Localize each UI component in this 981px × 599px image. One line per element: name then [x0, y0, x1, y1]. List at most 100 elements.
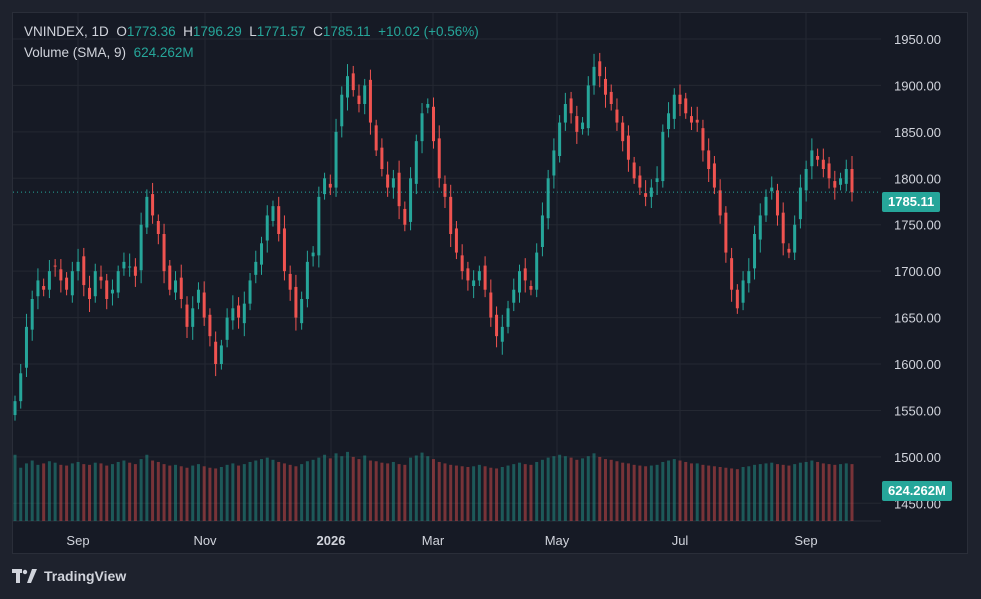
candlestick-chart[interactable]: 1450.001500.001550.001600.001650.001700.…	[13, 13, 969, 555]
candle-body	[535, 252, 539, 290]
close-value: 1785.11	[322, 24, 371, 39]
volume-bar	[328, 458, 332, 521]
candle-body	[684, 98, 688, 114]
candle-body	[174, 280, 178, 293]
volume-bar	[741, 467, 745, 521]
volume-bar	[19, 467, 23, 521]
volume-bar	[380, 462, 384, 521]
candle-body	[839, 178, 843, 185]
interval-label: 1D	[91, 24, 109, 39]
candle-body	[850, 169, 854, 193]
tradingview-logo[interactable]: TradingView	[12, 568, 126, 584]
x-tick-label: Sep	[66, 533, 89, 548]
candle-body	[156, 221, 160, 235]
volume-bar	[317, 457, 321, 521]
candle-body	[844, 169, 848, 184]
candle-body	[454, 228, 458, 253]
y-tick-label: 1600.00	[894, 357, 941, 372]
candle-body	[288, 273, 292, 290]
volume-bar	[437, 461, 441, 521]
volume-bar	[529, 464, 533, 521]
volume-bar	[351, 456, 355, 521]
volume-bar	[294, 466, 298, 521]
candle-body	[225, 317, 229, 340]
candle-body	[403, 208, 407, 225]
candle-body	[391, 178, 395, 188]
volume-bar	[30, 460, 34, 521]
volume-bar	[735, 469, 739, 521]
candle-body	[208, 314, 212, 337]
candle-body	[523, 268, 527, 281]
candle-body	[334, 131, 338, 188]
volume-bar	[443, 463, 447, 521]
volume-sma-value: 624.262M	[133, 45, 194, 60]
volume-bar	[644, 466, 648, 521]
volume-bar	[546, 457, 550, 521]
last-price-badge: 1785.11	[882, 192, 941, 212]
volume-bar	[133, 464, 137, 521]
x-tick-label: Nov	[193, 533, 217, 548]
volume-bar	[214, 468, 218, 521]
candle-body	[816, 156, 820, 160]
candle-body	[712, 163, 716, 188]
x-tick-label: May	[545, 533, 570, 548]
volume-bar	[753, 464, 757, 521]
candle-body	[432, 106, 435, 142]
candle-body	[540, 215, 544, 248]
volume-bar	[248, 461, 252, 521]
volume-bar	[237, 465, 241, 521]
candle-body	[563, 104, 567, 123]
volume-bar	[667, 460, 671, 521]
candle-body	[649, 187, 653, 197]
open-label: O	[116, 24, 127, 39]
candle-body	[128, 266, 132, 268]
candle-body	[214, 341, 218, 365]
volume-bar	[477, 464, 481, 521]
candle-body	[466, 268, 470, 281]
ohlc-legend: VNINDEX, 1D O1773.36 H1796.29 L1771.57 C…	[24, 24, 479, 39]
candle-body	[88, 287, 92, 300]
candle-body	[512, 289, 516, 303]
volume-bar	[242, 464, 246, 521]
volume-bar	[70, 463, 74, 521]
volume-bar	[93, 462, 97, 521]
candle-body	[139, 224, 143, 271]
volume-bar	[13, 454, 17, 521]
candle-body	[13, 401, 17, 416]
volume-bar	[718, 467, 722, 521]
candle-body	[730, 258, 734, 290]
volume-bar	[386, 463, 390, 521]
volume-bar	[672, 459, 676, 521]
candle-body	[644, 193, 648, 197]
candle-body	[581, 122, 585, 130]
volume-bar	[271, 459, 275, 521]
candle-body	[265, 215, 269, 241]
candle-body	[409, 178, 413, 222]
candle-body	[397, 172, 401, 207]
volume-bar	[368, 460, 372, 521]
candle-body	[368, 79, 372, 123]
volume-bar	[466, 467, 470, 521]
volume-bar	[191, 465, 195, 521]
candle-body	[76, 261, 80, 272]
candle-body	[529, 286, 533, 290]
candle-body	[701, 128, 705, 151]
candle-body	[598, 61, 602, 77]
volume-bar	[592, 453, 596, 521]
volume-bar	[420, 452, 424, 521]
candle-body	[196, 289, 200, 303]
candle-body	[621, 122, 625, 142]
chart-frame[interactable]: 1450.00 1500.00 1550.00 1600.00 1650.00 1700.…	[12, 12, 968, 554]
volume-bar	[288, 464, 292, 521]
volume-bar	[787, 465, 791, 521]
volume-bar	[581, 458, 585, 521]
y-tick-label: 1900.00	[894, 78, 941, 93]
candle-body	[495, 314, 499, 337]
candle-body	[753, 234, 757, 269]
candle-body	[254, 261, 258, 275]
candle-body	[810, 150, 814, 167]
candle-body	[282, 228, 286, 272]
candle-body	[248, 280, 252, 304]
candle-body	[661, 131, 665, 182]
volume-bar	[850, 464, 854, 521]
